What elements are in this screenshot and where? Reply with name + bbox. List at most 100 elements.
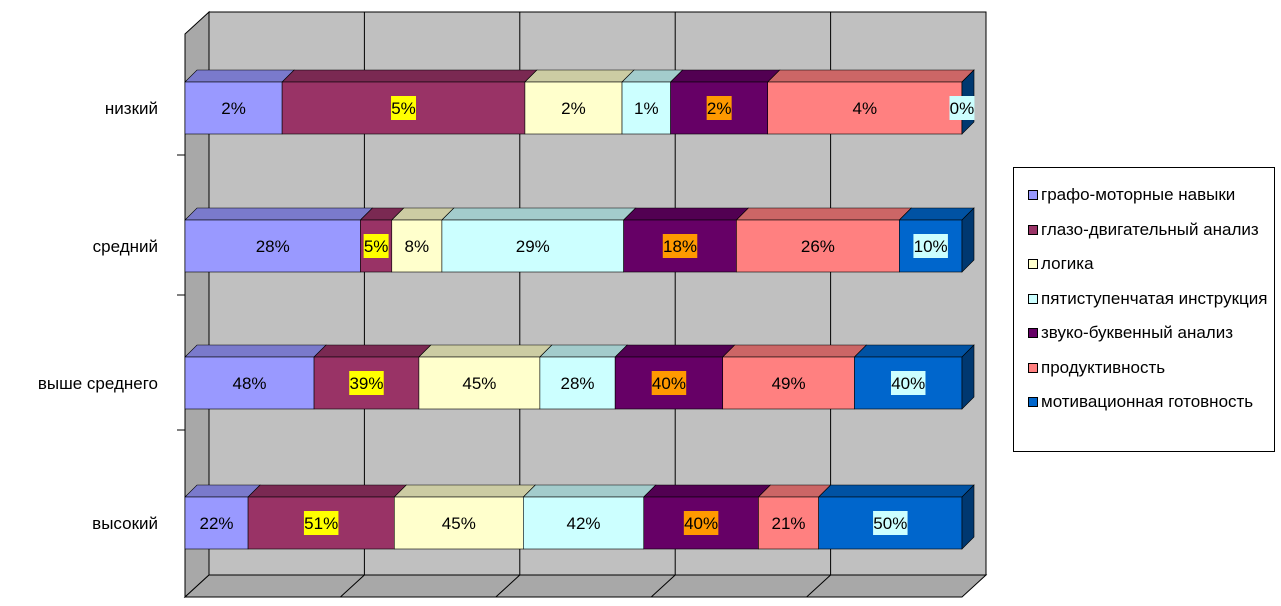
bar-segment: [522, 484, 657, 550]
floor-gridline: [806, 574, 831, 598]
legend-item: логика: [1028, 247, 1274, 282]
bar-segment: [757, 484, 832, 550]
bar-segment: [524, 69, 635, 135]
svg-text:10%: 10%: [914, 237, 948, 256]
data-label: 28%: [256, 237, 290, 256]
bar-top: [522, 484, 657, 498]
legend-swatch: [1028, 259, 1038, 270]
bar-top: [184, 207, 374, 221]
svg-text:8%: 8%: [405, 237, 430, 256]
svg-text:2%: 2%: [707, 99, 732, 118]
bar-segment: [721, 344, 868, 410]
data-label: 29%: [516, 237, 550, 256]
data-label: 40%: [683, 511, 719, 535]
legend-item: мотивационная готовность: [1028, 385, 1274, 420]
data-label: 39%: [349, 371, 384, 395]
bar-segment: [391, 207, 455, 273]
data-label: 40%: [890, 371, 926, 395]
stacked-bars: 2% 5% 2% 1% 2% 4% 0% 28% 5% 8% 29% 18% 26% 10% 48% 39% 4…: [184, 69, 975, 550]
bar-front: [736, 219, 900, 273]
bar-top: [184, 484, 261, 498]
bar-top: [281, 69, 538, 83]
bar-top: [247, 484, 408, 498]
bar-top: [735, 207, 913, 221]
bar-top: [817, 484, 975, 498]
svg-text:26%: 26%: [801, 237, 835, 256]
bar-segment: [766, 69, 975, 135]
data-label: 2%: [706, 96, 732, 120]
bar-top: [184, 69, 295, 83]
data-label: 0%: [949, 96, 975, 120]
legend: графо-моторные навыки глазо-двигательный …: [1013, 167, 1275, 452]
data-label: 5%: [391, 96, 417, 120]
svg-text:45%: 45%: [442, 514, 476, 533]
bar-front: [539, 356, 616, 410]
bar-top: [184, 344, 327, 358]
data-label: 2%: [221, 99, 246, 118]
data-label: 2%: [561, 99, 586, 118]
bar-top: [898, 207, 975, 221]
bar-front: [758, 496, 819, 550]
data-label: 10%: [913, 234, 948, 258]
data-label: 48%: [233, 374, 267, 393]
bar-front: [524, 81, 623, 135]
svg-text:51%: 51%: [304, 514, 338, 533]
bar-segment: [184, 484, 261, 550]
floor-gridline: [495, 574, 521, 598]
bar-front: [184, 219, 361, 273]
legend-item: графо-моторные навыки: [1028, 178, 1274, 213]
svg-text:48%: 48%: [233, 374, 267, 393]
bar-front: [441, 219, 624, 273]
legend-label: мотивационная готовность: [1041, 392, 1254, 412]
data-label: 26%: [801, 237, 835, 256]
bar-top: [643, 484, 772, 498]
svg-text:50%: 50%: [873, 514, 907, 533]
legend-swatch: [1028, 328, 1038, 339]
bar-top: [539, 344, 628, 358]
svg-text:49%: 49%: [772, 374, 806, 393]
legend-swatch: [1028, 224, 1038, 235]
category-label: выше среднего: [38, 374, 158, 393]
data-label: 21%: [772, 514, 806, 533]
svg-text:40%: 40%: [652, 374, 686, 393]
data-label: 1%: [634, 99, 659, 118]
bar-side: [961, 484, 975, 550]
floor-gridline: [340, 574, 365, 598]
svg-text:22%: 22%: [200, 514, 234, 533]
category-labels: низкий средний выше среднего высокий: [38, 99, 158, 533]
category-label: средний: [93, 237, 158, 256]
data-label: 42%: [567, 514, 601, 533]
svg-text:29%: 29%: [516, 237, 550, 256]
legend-label: графо-моторные навыки: [1041, 185, 1236, 205]
legend-label: логика: [1041, 254, 1094, 274]
bar-top: [313, 344, 432, 358]
legend-label: продуктивность: [1041, 357, 1166, 377]
svg-text:2%: 2%: [221, 99, 246, 118]
svg-text:4%: 4%: [853, 99, 878, 118]
floor: [183, 574, 988, 598]
bar-top: [393, 484, 537, 498]
data-label: 8%: [405, 237, 430, 256]
bar-front: [391, 219, 443, 273]
bar-segment: [669, 69, 781, 135]
svg-text:45%: 45%: [462, 374, 496, 393]
bar-segment: [441, 207, 637, 273]
category-label: высокий: [92, 514, 158, 533]
bar-segment: [614, 344, 736, 410]
legend-item: пятиступенчатая инструкция: [1028, 282, 1274, 317]
bar-segment: [418, 344, 553, 410]
bar-front: [621, 81, 671, 135]
data-label: 49%: [772, 374, 806, 393]
floor-gridline: [650, 574, 676, 598]
svg-text:40%: 40%: [891, 374, 925, 393]
svg-text:40%: 40%: [684, 514, 718, 533]
svg-text:18%: 18%: [663, 237, 697, 256]
bar-front: [184, 356, 315, 410]
data-label: 45%: [462, 374, 496, 393]
data-label: 51%: [303, 511, 339, 535]
bar-segment: [735, 207, 913, 273]
bar-front: [722, 356, 855, 410]
bar-top: [669, 69, 781, 83]
bar-top: [622, 207, 750, 221]
